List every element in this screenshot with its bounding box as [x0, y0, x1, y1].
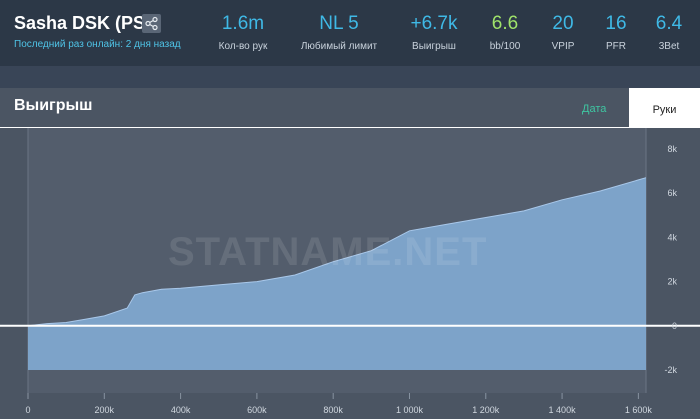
stat-value: 16 — [605, 13, 627, 34]
x-tick-label: 1 000k — [396, 405, 424, 415]
stat-pfr: 16 PFR — [605, 12, 626, 52]
x-tick-label: 200k — [95, 405, 115, 415]
y-tick-label: 4k — [667, 232, 677, 242]
stat-label: Кол-во рук — [218, 41, 268, 52]
series-line — [27, 177, 647, 327]
stat-value: +6.7k — [410, 13, 458, 34]
share-icon — [145, 16, 158, 31]
last-online-status: Последний раз онлайн: 2 дня назад — [14, 39, 181, 50]
stat-vpip: 20 VPIP — [552, 12, 575, 52]
panel-divider — [0, 127, 629, 128]
y-tick-label: 2k — [667, 277, 677, 287]
y-tick-label: -2k — [664, 365, 677, 375]
x-tick-label: 800k — [323, 405, 343, 415]
stat-value: 20 — [552, 13, 574, 34]
watermark: STATNAME.NET — [168, 230, 488, 274]
stat-bb100: 6.6 bb/100 — [490, 12, 521, 52]
stat-label: bb/100 — [489, 41, 521, 52]
header-separator — [0, 66, 700, 88]
x-tick-label: 600k — [247, 405, 267, 415]
stat-value: 1.6m — [221, 13, 265, 34]
y-tick-label: 6k — [667, 188, 677, 198]
y-tick-label: 0 — [672, 321, 677, 331]
stat-value: NL 5 — [319, 13, 359, 34]
stat-label: Любимый лимит — [300, 41, 378, 52]
player-name: Sasha DSK (PS) — [14, 13, 152, 33]
y-tick-label: 8k — [667, 144, 677, 154]
stat-label: 3Bet — [658, 41, 680, 52]
stat-value: 6.6 — [491, 13, 519, 34]
share-button[interactable] — [142, 14, 161, 33]
stat-favorite-limit: NL 5 Любимый лимит — [301, 12, 377, 52]
x-tick-label: 1 400k — [549, 405, 577, 415]
winnings-chart: -2k 0 2k 4k 6k 8k 0 200k 400k 600k 800k 1 000k 1 200… — [0, 128, 700, 415]
stat-winnings: +6.7k Выигрыш — [410, 12, 457, 52]
series-area — [28, 177, 646, 370]
x-tick-label: 0 — [25, 405, 30, 415]
stat-label: VPIP — [551, 41, 575, 52]
stat-hands: 1.6m Кол-во рук — [219, 12, 268, 52]
tab-hands[interactable]: Руки — [629, 88, 700, 128]
stat-value: 6.4 — [655, 13, 683, 34]
tab-date[interactable]: Дата — [582, 103, 607, 115]
x-tick-label: 1 600k — [625, 405, 653, 415]
player-header — [0, 0, 700, 66]
panel-title: Выигрыш — [14, 97, 93, 114]
x-tick-label: 1 200k — [472, 405, 500, 415]
stat-label: PFR — [605, 41, 626, 52]
stat-label: Выигрыш — [412, 41, 456, 52]
stat-3bet: 6.4 3Bet — [656, 12, 682, 52]
x-tick-label: 400k — [171, 405, 191, 415]
